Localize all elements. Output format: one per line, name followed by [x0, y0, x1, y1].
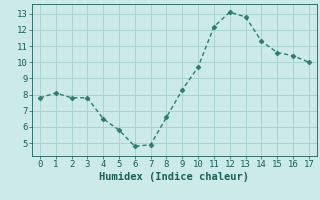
X-axis label: Humidex (Indice chaleur): Humidex (Indice chaleur): [100, 172, 249, 182]
